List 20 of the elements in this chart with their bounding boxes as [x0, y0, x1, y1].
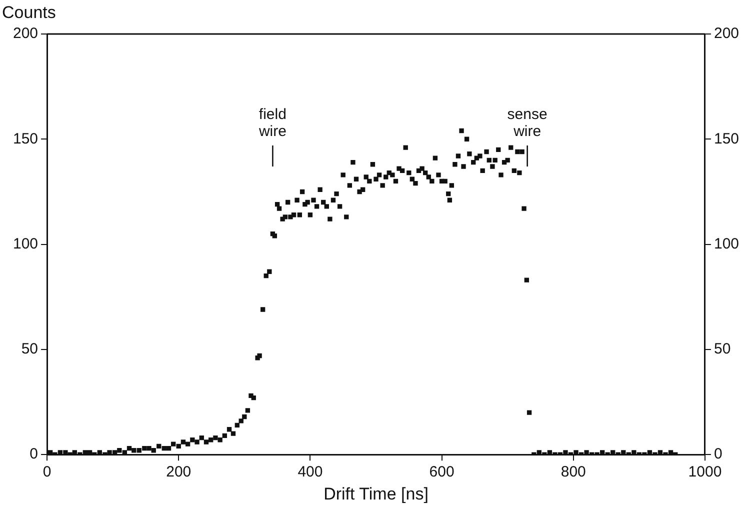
x-tick-label: 200: [166, 464, 192, 481]
x-tick-label: 800: [560, 464, 586, 481]
y-tick-label: 200: [12, 25, 38, 42]
y2-tick-label: 150: [714, 130, 740, 148]
y2-tick-label: 50: [714, 340, 731, 358]
y-tick-label: 100: [12, 235, 38, 252]
y-tick-label: 150: [12, 130, 38, 148]
y2-tick-label: 100: [714, 235, 740, 252]
y2-tick-label: 0: [714, 446, 722, 463]
y2-tick-label: 200: [714, 25, 740, 42]
x-tick-label: 400: [298, 464, 323, 481]
ref-line-label: field wire: [258, 106, 286, 140]
ref-line-label: sense wire: [507, 106, 548, 140]
y-tick-label: 0: [30, 446, 38, 463]
x-axis-title: Drift Time [ns]: [324, 484, 428, 504]
y-axis-title: Counts: [2, 3, 56, 22]
y-tick-label: 50: [21, 340, 38, 358]
x-tick-label: 0: [42, 464, 52, 481]
x-tick-label: 1000: [688, 464, 722, 481]
x-tick-label: 600: [429, 464, 454, 481]
